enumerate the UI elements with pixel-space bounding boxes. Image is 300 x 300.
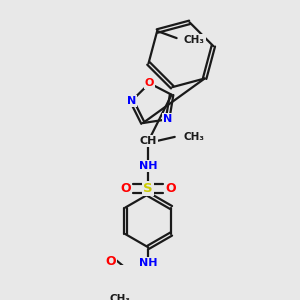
Text: O: O <box>105 255 116 268</box>
Text: CH: CH <box>140 136 157 146</box>
Text: NH: NH <box>139 161 158 171</box>
Text: N: N <box>127 96 136 106</box>
Text: S: S <box>143 182 153 195</box>
Text: CH₃: CH₃ <box>184 132 205 142</box>
Text: CH₃: CH₃ <box>184 35 205 45</box>
Text: O: O <box>145 78 154 88</box>
Text: NH: NH <box>139 258 158 268</box>
Text: N: N <box>163 114 172 124</box>
Text: O: O <box>165 182 175 195</box>
Text: O: O <box>121 182 131 195</box>
Text: CH₃: CH₃ <box>110 294 130 300</box>
